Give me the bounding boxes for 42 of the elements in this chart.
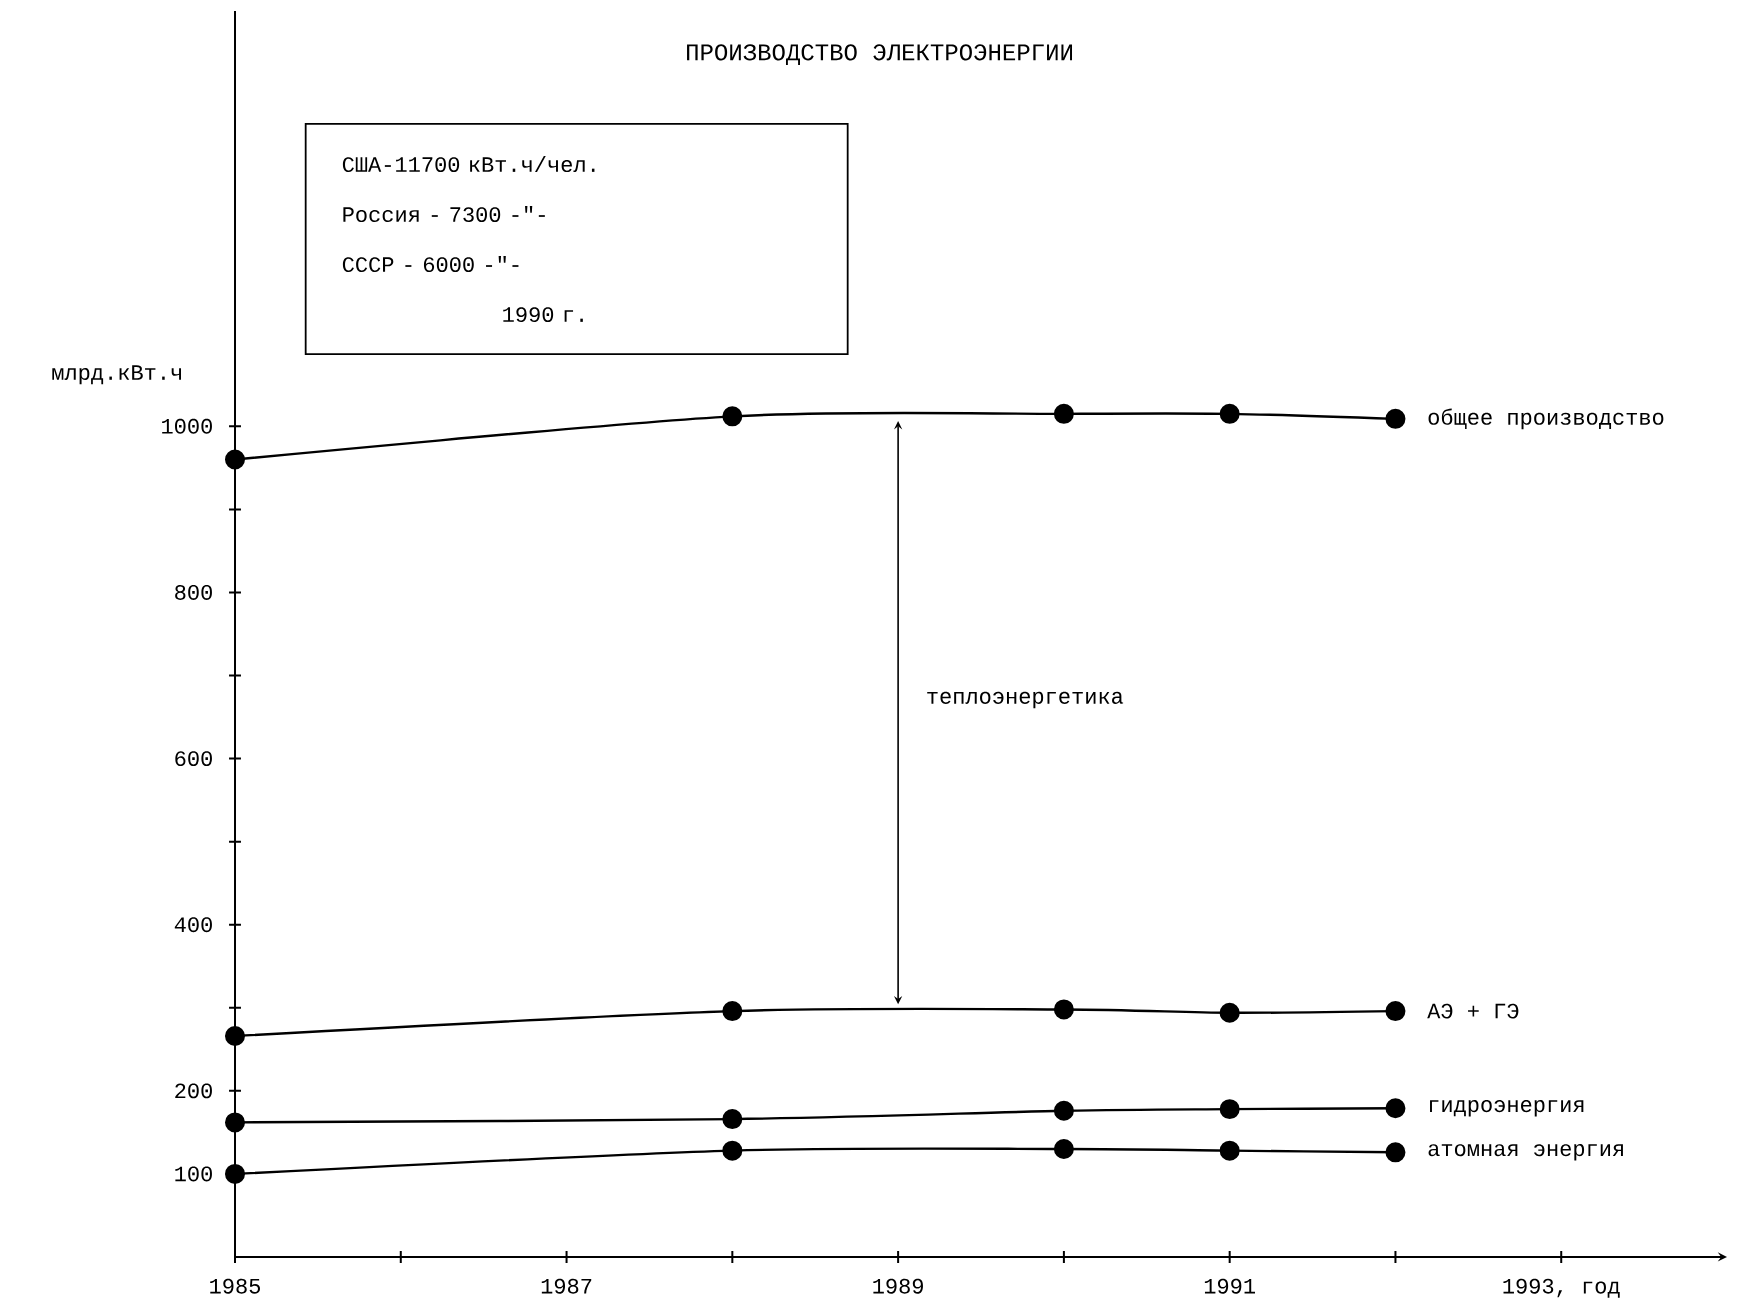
annotation: 1990 г. xyxy=(503,307,583,323)
point xyxy=(722,1140,743,1161)
point xyxy=(1053,1100,1074,1121)
point xyxy=(1385,408,1406,429)
annotation: теплоэнергетика xyxy=(927,691,1124,709)
point xyxy=(1219,1002,1240,1023)
point xyxy=(1385,1142,1406,1163)
annotation: Россия - 7300 -"- xyxy=(343,205,545,223)
point xyxy=(722,1109,743,1130)
point xyxy=(1385,1098,1406,1119)
x-tick-label: 1989 xyxy=(873,1278,923,1294)
point xyxy=(722,1001,743,1022)
y-axis-title: млрд.кВт.ч xyxy=(52,365,181,385)
point xyxy=(225,1026,245,1047)
point xyxy=(1219,403,1240,424)
point xyxy=(1219,1140,1240,1161)
series-label: общее производство xyxy=(1428,408,1664,430)
y-tick-label: 800 xyxy=(175,584,212,600)
point xyxy=(1385,1001,1406,1022)
series-label: атомная энергия xyxy=(1428,1144,1623,1161)
point xyxy=(225,1163,245,1184)
y-tick-label: 200 xyxy=(175,1083,212,1099)
x-tick-label: 1993, год xyxy=(1503,1278,1620,1298)
y-tick-label: 1000 xyxy=(162,418,212,434)
x-tick-label: 1991 xyxy=(1204,1278,1256,1294)
x-tick-label: 1985 xyxy=(210,1278,260,1294)
text: ПРОИЗВОДСТВО ЭЛЕКТРОЭНЕРГИИ xyxy=(687,44,1073,65)
series-label: гидроэнергия xyxy=(1430,1100,1584,1117)
annotation: США-11700 кВт.ч/чел. xyxy=(342,155,595,173)
annotation: СССР - 6000 -"- xyxy=(342,255,519,273)
point xyxy=(1053,999,1074,1020)
point xyxy=(225,1112,245,1133)
point xyxy=(1053,1138,1074,1159)
y-tick-label: 100 xyxy=(175,1166,212,1182)
series-label: АЭ + ГЭ xyxy=(1427,1003,1519,1019)
point xyxy=(1053,403,1074,424)
y-tick-label: 400 xyxy=(174,917,212,933)
point xyxy=(225,449,245,470)
point xyxy=(1219,1099,1240,1120)
point xyxy=(722,406,743,427)
x-tick-label: 1987 xyxy=(541,1278,592,1294)
y-tick-label: 600 xyxy=(175,751,212,767)
